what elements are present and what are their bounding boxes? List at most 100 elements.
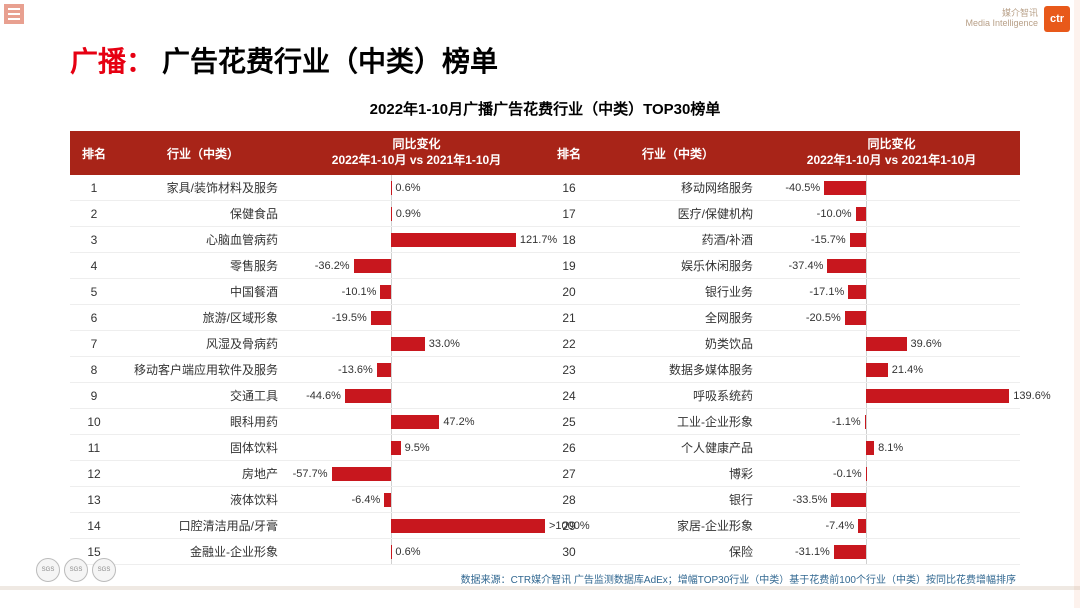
bar-label: -13.6% xyxy=(338,364,377,376)
bar-cell: -6.4% xyxy=(288,487,545,512)
bar-cell: -36.2% xyxy=(288,253,545,278)
table-row: 11固体饮料9.5% xyxy=(70,435,545,461)
industry-cell: 工业-企业形象 xyxy=(593,413,763,430)
bar-cell: -19.5% xyxy=(288,305,545,330)
table-row: 12房地产-57.7% xyxy=(70,461,545,487)
zero-axis xyxy=(866,279,867,304)
rank-cell: 13 xyxy=(70,493,118,507)
industry-cell: 数据多媒体服务 xyxy=(593,361,763,378)
bar xyxy=(866,441,874,455)
table-row: 28银行-33.5% xyxy=(545,487,1020,513)
bar-label: 9.5% xyxy=(401,442,430,454)
bar-label: -33.5% xyxy=(793,494,832,506)
table-row: 15金融业-企业形象0.6% xyxy=(70,539,545,565)
rank-cell: 21 xyxy=(545,311,593,325)
bar-cell: -33.5% xyxy=(763,487,1020,512)
zero-axis xyxy=(866,253,867,278)
bar-label: -20.5% xyxy=(806,312,845,324)
bar xyxy=(827,259,865,273)
bar xyxy=(371,311,391,325)
industry-cell: 奶类饮品 xyxy=(593,335,763,352)
industry-cell: 移动客户端应用软件及服务 xyxy=(118,361,288,378)
industry-cell: 医疗/保健机构 xyxy=(593,205,763,222)
bar-label: 0.6% xyxy=(391,182,420,194)
bar xyxy=(848,285,866,299)
industry-cell: 零售服务 xyxy=(118,257,288,274)
bar xyxy=(380,285,390,299)
bar-label: -19.5% xyxy=(332,312,371,324)
bar xyxy=(391,337,425,351)
table-row: 6旅游/区域形象-19.5% xyxy=(70,305,545,331)
industry-cell: 博彩 xyxy=(593,465,763,482)
zero-axis xyxy=(866,227,867,252)
header-industry: 行业（中类） xyxy=(593,145,763,162)
bar-cell: -17.1% xyxy=(763,279,1020,304)
bar-cell: -13.6% xyxy=(288,357,545,382)
bar xyxy=(865,415,866,429)
brand-block: 媒介智讯 Media Intelligence ctr xyxy=(965,6,1070,32)
table-row: 22奶类饮品39.6% xyxy=(545,331,1020,357)
rank-cell: 7 xyxy=(70,337,118,351)
bar xyxy=(384,493,391,507)
table-row: 13液体饮料-6.4% xyxy=(70,487,545,513)
bar-cell: 121.7% xyxy=(288,227,545,252)
bar xyxy=(866,363,888,377)
rank-cell: 1 xyxy=(70,181,118,195)
bottom-accent-bar xyxy=(0,586,1080,590)
rank-cell: 12 xyxy=(70,467,118,481)
industry-cell: 交通工具 xyxy=(118,387,288,404)
bar-label: -31.1% xyxy=(795,546,834,558)
bar-label: -0.1% xyxy=(833,468,866,480)
table-row: 26个人健康产品8.1% xyxy=(545,435,1020,461)
bar-cell: 21.4% xyxy=(763,357,1020,382)
bar-label: -36.2% xyxy=(315,260,354,272)
header-rank: 排名 xyxy=(70,145,118,162)
rank-cell: 22 xyxy=(545,337,593,351)
bar-cell: -44.6% xyxy=(288,383,545,408)
table-row: 4零售服务-36.2% xyxy=(70,253,545,279)
rank-cell: 25 xyxy=(545,415,593,429)
header-rank: 排名 xyxy=(545,145,593,162)
table-row: 23数据多媒体服务21.4% xyxy=(545,357,1020,383)
bar-cell: >1000% xyxy=(288,513,545,538)
bar-label: 0.6% xyxy=(391,546,420,558)
hamburger-menu[interactable] xyxy=(4,4,24,24)
bar-cell: 0.9% xyxy=(288,201,545,226)
industry-cell: 全网服务 xyxy=(593,309,763,326)
table-row: 10眼科用药47.2% xyxy=(70,409,545,435)
bar-cell: 8.1% xyxy=(763,435,1020,460)
page-title: 广播： 广告花费行业（中类）榜单 xyxy=(70,40,1020,80)
table-header-right: 排名 行业（中类） 同比变化 2022年1-10月 vs 2021年1-10月 xyxy=(545,131,1020,175)
bar xyxy=(845,311,866,325)
bar-label: 33.0% xyxy=(425,338,460,350)
bar xyxy=(850,233,866,247)
rank-cell: 9 xyxy=(70,389,118,403)
industry-cell: 家具/装饰材料及服务 xyxy=(118,179,288,196)
table-row: 24呼吸系统药139.6% xyxy=(545,383,1020,409)
bar xyxy=(866,337,907,351)
bar-cell: -1.1% xyxy=(763,409,1020,434)
industry-cell: 风湿及骨病药 xyxy=(118,335,288,352)
industry-cell: 呼吸系统药 xyxy=(593,387,763,404)
bar-cell: 0.6% xyxy=(288,175,545,200)
table-row: 27博彩-0.1% xyxy=(545,461,1020,487)
sgs-badge-icon: SGS xyxy=(36,558,60,582)
rank-cell: 19 xyxy=(545,259,593,273)
table-row: 18药酒/补酒-15.7% xyxy=(545,227,1020,253)
ranking-table: 排名 行业（中类） 同比变化 2022年1-10月 vs 2021年1-10月 … xyxy=(70,131,1020,565)
bar-label: 8.1% xyxy=(874,442,903,454)
title-main: 广告花费行业（中类）榜单 xyxy=(162,40,498,80)
bar-label: -10.0% xyxy=(817,208,856,220)
zero-axis xyxy=(866,461,867,486)
zero-axis xyxy=(391,357,392,382)
bar-cell: 0.6% xyxy=(288,539,545,564)
zero-axis xyxy=(391,253,392,278)
bar-label: -1.1% xyxy=(832,416,865,428)
rank-cell: 10 xyxy=(70,415,118,429)
rank-cell: 3 xyxy=(70,233,118,247)
rank-cell: 26 xyxy=(545,441,593,455)
table-row: 5中国餐酒-10.1% xyxy=(70,279,545,305)
bar xyxy=(856,207,866,221)
bar-cell: -20.5% xyxy=(763,305,1020,330)
table-row: 17医疗/保健机构-10.0% xyxy=(545,201,1020,227)
